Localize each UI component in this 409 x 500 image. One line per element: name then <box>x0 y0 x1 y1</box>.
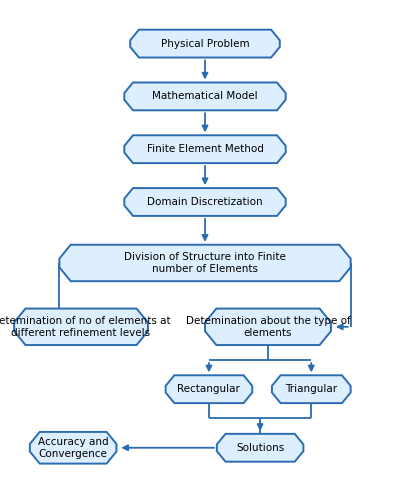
Polygon shape <box>130 30 279 58</box>
Polygon shape <box>165 376 252 403</box>
Polygon shape <box>59 244 350 281</box>
Polygon shape <box>30 432 116 464</box>
Text: Physical Problem: Physical Problem <box>160 38 249 48</box>
Text: Detemination about the type of
elements: Detemination about the type of elements <box>185 316 350 338</box>
Polygon shape <box>216 434 303 462</box>
Polygon shape <box>271 376 350 403</box>
Text: Solutions: Solutions <box>236 443 283 453</box>
Text: Triangular: Triangular <box>285 384 337 394</box>
Polygon shape <box>14 308 148 345</box>
Text: Finite Element Method: Finite Element Method <box>146 144 263 154</box>
Text: Rectangular: Rectangular <box>177 384 240 394</box>
Text: Domain Discretization: Domain Discretization <box>147 197 262 207</box>
Polygon shape <box>124 82 285 110</box>
Text: Mathematical Model: Mathematical Model <box>152 92 257 102</box>
Polygon shape <box>204 308 330 345</box>
Polygon shape <box>124 136 285 163</box>
Polygon shape <box>124 188 285 216</box>
Text: Accuracy and
Convergence: Accuracy and Convergence <box>38 437 108 458</box>
Text: Detemination of no of elements at
different refinement levels: Detemination of no of elements at differ… <box>0 316 171 338</box>
Text: Division of Structure into Finite
number of Elements: Division of Structure into Finite number… <box>124 252 285 274</box>
